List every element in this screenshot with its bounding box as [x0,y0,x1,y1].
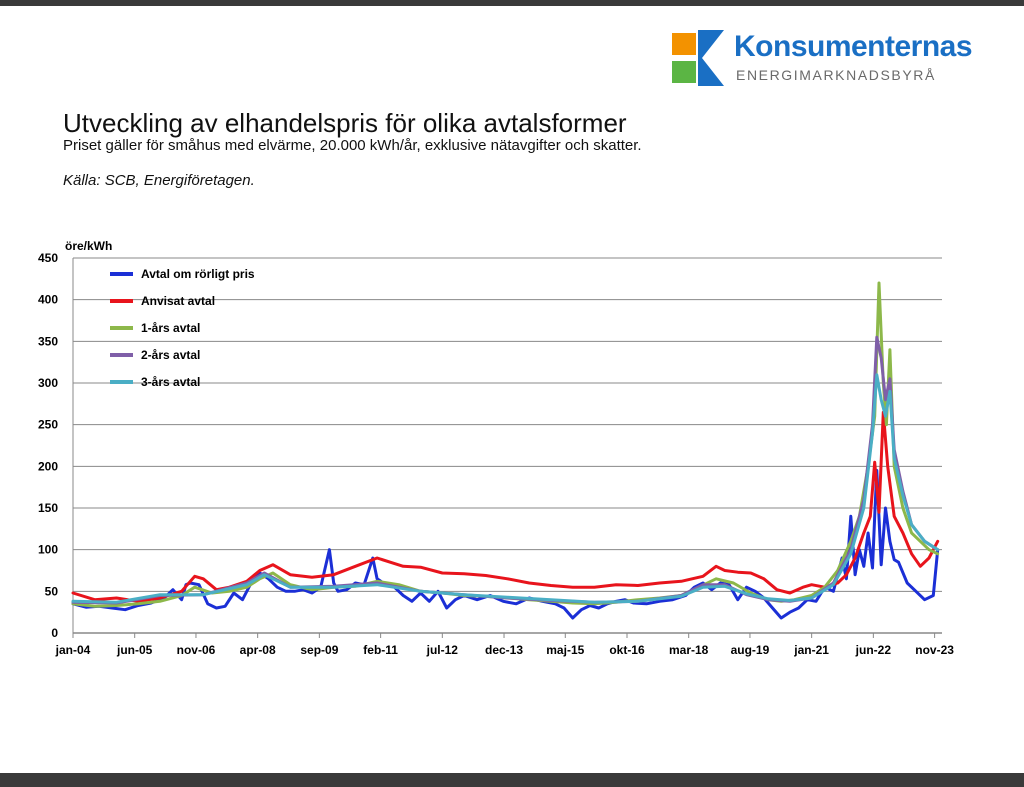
x-tick-labels: jan-04 jun-05 nov-06 apr-08 sep-09 feb-11 jul-… [55,633,954,657]
y-tick-label: 200 [38,459,58,473]
x-tick-label: aug-19 [731,643,770,657]
x-tick-label: apr-08 [240,643,276,657]
x-tick-label: jun-22 [855,643,892,657]
y-axis-label: öre/kWh [65,239,112,253]
legend-label: 1-års avtal [141,321,200,335]
x-tick-label: mar-18 [669,643,709,657]
legend-label: Avtal om rörligt pris [141,267,255,281]
x-tick-label: sep-09 [300,643,338,657]
logo: Konsumenternas ENERGIMARKNADSBYRÅ [672,30,1002,86]
legend: Avtal om rörligt pris Anvisat avtal 1-års … [110,267,255,389]
x-tick-label: okt-16 [609,643,645,657]
chart-subtitle: Priset gäller för småhus med elvärme, 20… [63,137,642,154]
x-tick-label: jan-21 [793,643,829,657]
chart-source: Källa: SCB, Energiföretagen. [63,172,255,189]
axes [72,258,942,634]
y-tick-label: 300 [38,376,58,390]
legend-label: Anvisat avtal [141,294,215,308]
x-tick-label: feb-11 [363,643,398,657]
series-line-2 [71,410,940,603]
x-tick-label: maj-15 [546,643,584,657]
legend-label: 2-års avtal [141,348,200,362]
top-bar [0,0,1024,6]
y-tick-labels: 0 50 100 150 200 250 300 350 400 450 [38,251,58,640]
y-tick-label: 250 [38,418,58,432]
series-lines [71,281,940,620]
logo-name: Konsumenternas [734,30,973,63]
x-tick-label: nov-23 [915,643,954,657]
y-tick-label: 100 [38,543,58,557]
series-line-3 [71,281,940,608]
chart-title: Utveckling av elhandelspris för olika av… [63,108,627,138]
y-tick-label: 400 [38,293,58,307]
logo-mark-icon [672,30,724,86]
x-tick-label: nov-06 [177,643,216,657]
y-tick-label: 50 [45,584,59,598]
series-line-5 [71,373,940,604]
x-tick-label: jul-12 [426,643,459,657]
x-tick-label: dec-13 [485,643,523,657]
y-tick-label: 0 [51,626,58,640]
x-tick-label: jun-05 [116,643,153,657]
logo-tagline: ENERGIMARKNADSBYRÅ [736,67,936,83]
y-tick-label: 350 [38,334,58,348]
grid-lines [73,257,942,592]
y-tick-label: 450 [38,251,58,265]
y-tick-label: 150 [38,501,58,515]
x-tick-label: jan-04 [55,643,91,657]
legend-label: 3-års avtal [141,375,200,389]
series-line-4 [71,335,940,605]
bottom-bar [0,773,1024,787]
